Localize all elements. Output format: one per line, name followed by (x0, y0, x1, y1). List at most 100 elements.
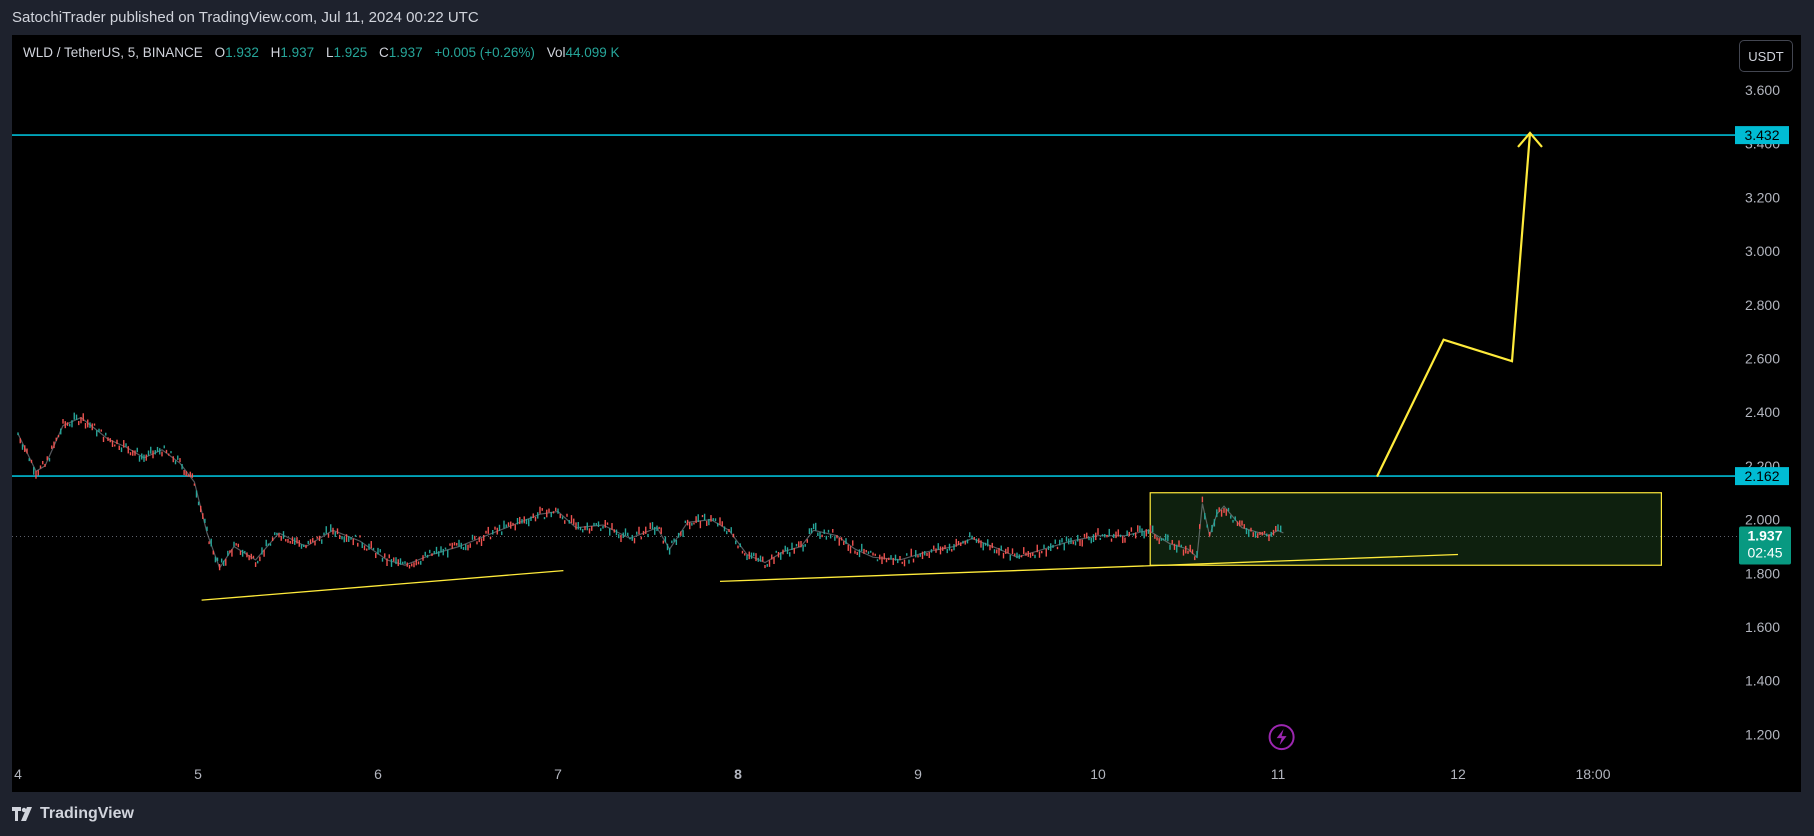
candle (145, 454, 147, 461)
candle (438, 551, 440, 557)
candle (899, 555, 901, 561)
x-tick-label: 12 (1450, 766, 1466, 782)
candle (656, 525, 658, 532)
candle (892, 557, 894, 565)
candle (474, 535, 476, 540)
candle (597, 521, 600, 528)
candle (218, 564, 221, 571)
candle (323, 532, 325, 536)
candle (498, 524, 501, 531)
publish-header: SatochiTrader published on TradingView.c… (12, 9, 479, 26)
candle (721, 521, 723, 527)
candle (780, 552, 782, 560)
x-tick-label: 7 (554, 766, 562, 782)
candle (212, 550, 214, 555)
candle (305, 544, 307, 549)
candle (1139, 525, 1141, 532)
candle (982, 542, 984, 551)
candle (775, 550, 777, 553)
candle (316, 536, 318, 539)
candle (30, 459, 33, 463)
trendline-layer (201, 553, 1459, 601)
candle (1268, 534, 1270, 542)
candle (957, 540, 960, 546)
candle (933, 545, 935, 550)
candle (1149, 525, 1152, 533)
candle (357, 542, 359, 547)
candle (250, 553, 252, 560)
candle (263, 549, 265, 557)
lightning-icon-ring (1268, 724, 1295, 751)
candle (1275, 525, 1277, 532)
level-tag-box (1735, 126, 1789, 145)
candle (244, 550, 246, 554)
candle (334, 531, 336, 538)
candle (879, 554, 881, 560)
candle (810, 527, 813, 534)
candle (84, 423, 87, 429)
candle (593, 522, 595, 526)
candle (48, 458, 51, 462)
candle (1171, 539, 1173, 544)
support-trendline (201, 569, 564, 601)
candle (582, 529, 584, 533)
candle (1167, 534, 1169, 542)
candle (254, 562, 257, 567)
candle (318, 535, 321, 542)
candle (606, 522, 609, 525)
candle (647, 533, 649, 538)
candle (399, 558, 402, 565)
range-box-layer (1149, 492, 1662, 566)
x-axis: 4 5 6 7 8 9 10 11 12 18:00 (14, 766, 1611, 782)
candle (431, 553, 433, 557)
candle (312, 537, 314, 543)
candle (573, 518, 575, 525)
candle (883, 553, 885, 560)
candle (1047, 545, 1050, 551)
candle (645, 526, 647, 534)
candle (1083, 533, 1086, 538)
candle (675, 539, 678, 545)
candle (111, 440, 114, 447)
tradingview-footer[interactable]: TradingView (12, 805, 134, 823)
candle (195, 490, 198, 498)
candle (865, 549, 867, 553)
candle (815, 522, 817, 531)
level-price-tag: 3.432 (1735, 126, 1789, 145)
candle (453, 542, 456, 546)
candle (280, 535, 282, 541)
last-price-label: 1.937 (1747, 528, 1782, 544)
y-axis: 3.6003.4003.2003.0002.8002.6002.4002.200… (1745, 82, 1780, 742)
candle (1065, 536, 1068, 542)
candle (624, 528, 627, 536)
candle (460, 542, 462, 549)
candle (259, 556, 261, 562)
candle (1261, 531, 1263, 536)
y-tick-label: 1.800 (1745, 565, 1780, 581)
chart-frame[interactable] (12, 35, 1801, 792)
candle (426, 554, 429, 558)
candle (1208, 531, 1211, 537)
candle (1115, 531, 1117, 539)
candle (537, 512, 539, 519)
candle (147, 450, 150, 456)
candle (185, 471, 187, 477)
candle (1137, 525, 1139, 532)
candle (980, 540, 982, 548)
candle (1164, 533, 1167, 541)
candle (1263, 531, 1266, 534)
candle (274, 532, 276, 536)
candle (555, 507, 557, 512)
candle (609, 528, 611, 536)
level-tag-label: 2.162 (1744, 468, 1779, 484)
candle (261, 547, 263, 555)
candle (348, 536, 350, 542)
candle (840, 537, 843, 541)
currency-unit-button[interactable]: USDT (1739, 40, 1793, 72)
tradingview-brand: TradingView (40, 805, 134, 822)
candle (1032, 552, 1034, 556)
candle (1106, 534, 1108, 538)
candle (451, 542, 453, 549)
candle (1070, 537, 1072, 545)
